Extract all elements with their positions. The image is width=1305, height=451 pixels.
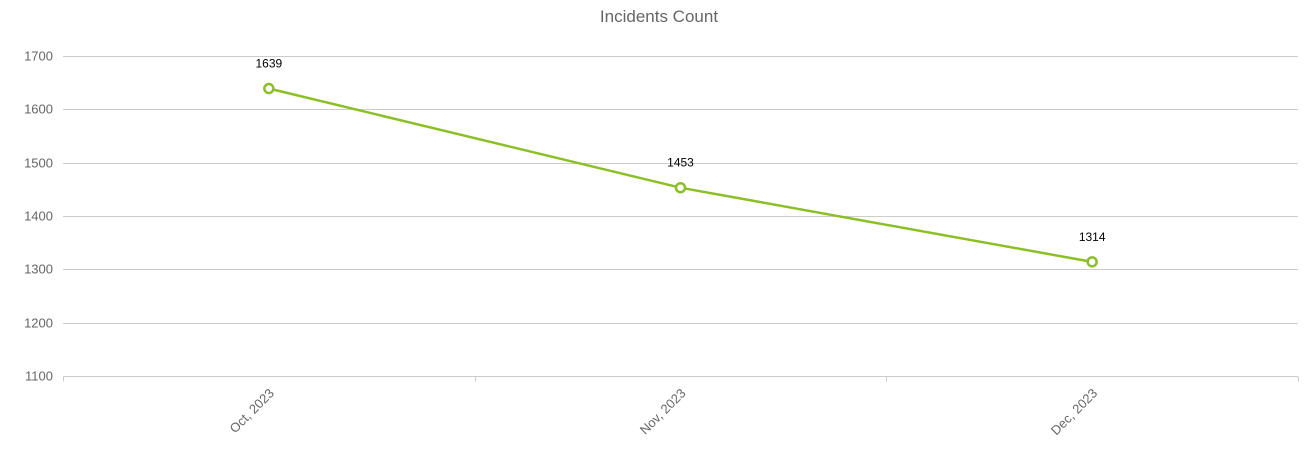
y-tick-label: 1300 <box>24 262 53 277</box>
axes: 1700 1600 1500 1400 1300 1200 1100 Oct, 2023 Nov… <box>24 49 1299 439</box>
data-point <box>1086 256 1098 268</box>
y-tick-label: 1200 <box>24 316 53 331</box>
series-layer <box>263 82 1098 268</box>
y-tick-label: 1600 <box>24 102 53 117</box>
data-label: 1639 <box>255 57 282 71</box>
x-tick-label: Oct, 2023 <box>226 386 276 436</box>
chart-title: Incidents Count <box>599 7 719 26</box>
y-tick-label: 1400 <box>24 209 53 224</box>
data-label: 1453 <box>667 156 694 170</box>
x-tick-label: Dec, 2023 <box>1048 386 1101 439</box>
y-tick-label: 1500 <box>24 156 53 171</box>
y-tick-label: 1700 <box>24 49 53 64</box>
series-line <box>267 87 1094 264</box>
x-tick-label: Nov, 2023 <box>637 386 689 438</box>
data-point <box>263 82 275 95</box>
grid-lines <box>63 56 1298 324</box>
labels-layer: 1639 1453 1314 <box>255 57 1105 244</box>
data-point <box>674 181 687 194</box>
data-label: 1314 <box>1079 230 1106 244</box>
y-tick-label: 1100 <box>25 369 53 384</box>
